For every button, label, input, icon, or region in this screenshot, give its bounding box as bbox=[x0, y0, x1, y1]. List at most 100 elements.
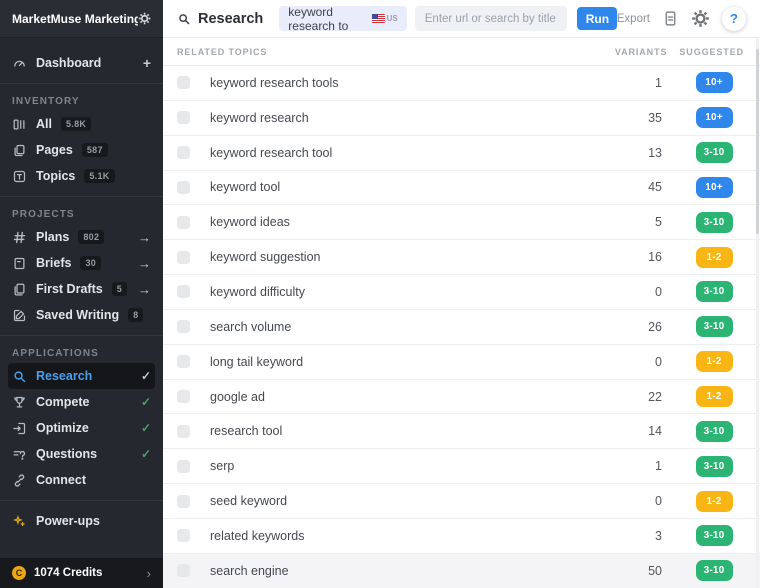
workspace-settings-icon[interactable] bbox=[138, 11, 151, 26]
suggested-badge[interactable]: 10+ bbox=[695, 107, 733, 129]
row-checkbox[interactable] bbox=[177, 250, 190, 264]
suggested-badge[interactable]: 1-2 bbox=[695, 246, 733, 268]
topic-query-chip[interactable]: keyword research to US bbox=[279, 5, 407, 33]
row-checkbox[interactable] bbox=[177, 285, 190, 299]
suggested-badge[interactable]: 1-2 bbox=[695, 386, 733, 408]
sidebar-item-label: Briefs bbox=[36, 256, 72, 270]
sidebar-item-research[interactable]: Research ✓ bbox=[8, 363, 155, 389]
arrow-right-icon[interactable]: → bbox=[138, 229, 151, 245]
suggested-badge[interactable]: 3-10 bbox=[695, 211, 733, 233]
suggested-badge[interactable]: 10+ bbox=[695, 72, 733, 94]
sidebar-item-optimize[interactable]: Optimize ✓ bbox=[0, 415, 163, 441]
scrollbar[interactable] bbox=[756, 39, 759, 588]
sidebar-item-all[interactable]: All 5.8K bbox=[0, 111, 163, 137]
sidebar-item-pages[interactable]: Pages 587 bbox=[0, 137, 163, 163]
row-checkbox[interactable] bbox=[177, 180, 190, 194]
suggested-badge[interactable]: 3-10 bbox=[695, 281, 733, 303]
table-row[interactable]: research tool 14 3-10 bbox=[163, 414, 760, 450]
table-row[interactable]: search volume 26 3-10 bbox=[163, 310, 760, 345]
table-row[interactable]: keyword ideas 5 3-10 bbox=[163, 205, 760, 241]
variants-value: 0 bbox=[655, 354, 662, 369]
section-label-projects: PROJECTS bbox=[12, 209, 75, 220]
sidebar-item-briefs[interactable]: Briefs 30 → bbox=[0, 250, 163, 276]
table-row[interactable]: search engine 50 3-10 bbox=[163, 553, 760, 588]
arrow-right-icon[interactable]: → bbox=[138, 255, 151, 271]
suggested-badge[interactable]: 3-10 bbox=[695, 525, 733, 547]
credits-bar[interactable]: C 1074 Credits › bbox=[0, 558, 163, 588]
topic-label: keyword tool bbox=[210, 180, 281, 195]
suggested-badge[interactable]: 3-10 bbox=[695, 455, 733, 477]
sidebar-item-connect[interactable]: Connect bbox=[0, 467, 163, 493]
sidebar-item-label: Compete bbox=[36, 395, 90, 409]
sidebar-item-topics[interactable]: Topics 5.1K bbox=[0, 163, 163, 189]
suggested-badge[interactable]: 3-10 bbox=[695, 142, 733, 164]
row-checkbox[interactable] bbox=[177, 564, 190, 578]
row-checkbox[interactable] bbox=[177, 320, 190, 334]
report-icon[interactable] bbox=[662, 10, 679, 27]
topic-label: search engine bbox=[210, 563, 289, 578]
row-checkbox[interactable] bbox=[177, 390, 190, 404]
column-header-suggested[interactable]: Suggested bbox=[679, 46, 744, 57]
sidebar-item-saved-writing[interactable]: Saved Writing 8 bbox=[0, 302, 163, 328]
suggested-badge[interactable]: 1-2 bbox=[695, 490, 733, 512]
suggested-badge[interactable]: 3-10 bbox=[695, 560, 733, 582]
sidebar-item-label: Pages bbox=[36, 143, 73, 157]
arrow-right-icon[interactable]: → bbox=[138, 281, 151, 297]
gauge-icon bbox=[12, 56, 27, 71]
suggested-badge[interactable]: 1-2 bbox=[695, 351, 733, 373]
settings-gear-icon[interactable] bbox=[691, 9, 710, 28]
add-dashboard-icon[interactable]: + bbox=[142, 55, 151, 71]
sidebar-item-compete[interactable]: Compete ✓ bbox=[0, 389, 163, 415]
suggested-badge[interactable]: 3-10 bbox=[695, 316, 733, 338]
row-checkbox[interactable] bbox=[177, 529, 190, 543]
url-search-input[interactable] bbox=[414, 6, 567, 31]
export-button[interactable]: Export bbox=[616, 12, 650, 25]
table-row[interactable]: related keywords 3 3-10 bbox=[163, 519, 760, 554]
suggested-cell: 3-10 bbox=[686, 211, 742, 233]
table-row[interactable]: keyword research tools 1 10+ bbox=[163, 66, 760, 101]
count-badge: 30 bbox=[80, 256, 102, 270]
table-row[interactable]: long tail keyword 0 1-2 bbox=[163, 345, 760, 380]
row-checkbox[interactable] bbox=[177, 215, 190, 229]
check-icon: ✓ bbox=[140, 421, 151, 435]
column-header-related-topics[interactable]: Related Topics bbox=[177, 46, 268, 57]
run-button[interactable]: Run bbox=[576, 7, 617, 30]
table-row[interactable]: keyword research 35 10+ bbox=[163, 101, 760, 136]
sidebar-item-plans[interactable]: Plans 802 → bbox=[0, 224, 163, 250]
table-row[interactable]: keyword research tool 13 3-10 bbox=[163, 136, 760, 171]
row-checkbox[interactable] bbox=[177, 111, 190, 125]
table-row[interactable]: serp 1 3-10 bbox=[163, 449, 760, 485]
table-row[interactable]: keyword suggestion 16 1-2 bbox=[163, 240, 760, 276]
row-checkbox[interactable] bbox=[177, 424, 190, 438]
columns-chart-icon bbox=[12, 117, 27, 132]
row-checkbox[interactable] bbox=[177, 494, 190, 508]
sidebar-item-label: Research bbox=[36, 369, 93, 383]
locale-label: US bbox=[386, 14, 398, 23]
table-row[interactable]: seed keyword 0 1-2 bbox=[163, 484, 760, 519]
sparkle-icon bbox=[12, 514, 27, 529]
count-badge: 587 bbox=[81, 143, 108, 157]
table-row[interactable]: google ad 22 1-2 bbox=[163, 380, 760, 415]
topic-label: google ad bbox=[210, 389, 265, 404]
suggested-badge[interactable]: 10+ bbox=[695, 176, 733, 198]
suggested-badge[interactable]: 3-10 bbox=[695, 420, 733, 442]
row-checkbox[interactable] bbox=[177, 146, 190, 160]
count-badge: 5 bbox=[111, 282, 127, 296]
row-checkbox[interactable] bbox=[177, 355, 190, 369]
locale-selector[interactable]: US bbox=[371, 14, 398, 23]
sidebar-item-questions[interactable]: Questions ✓ bbox=[0, 441, 163, 467]
chevron-right-icon[interactable]: › bbox=[146, 565, 151, 581]
help-button[interactable]: ? bbox=[722, 6, 746, 31]
row-checkbox[interactable] bbox=[177, 459, 190, 473]
table-row[interactable]: keyword difficulty 0 3-10 bbox=[163, 275, 760, 310]
table-row[interactable]: keyword tool 45 10+ bbox=[163, 171, 760, 206]
sidebar-item-first-drafts[interactable]: First Drafts 5 → bbox=[0, 276, 163, 302]
column-header-variants[interactable]: Variants bbox=[614, 46, 668, 57]
workspace-title: MarketMuse Marketing ... bbox=[12, 11, 138, 26]
sidebar-item-power-ups[interactable]: Power-ups bbox=[0, 508, 163, 534]
suggested-cell: 1-2 bbox=[686, 386, 742, 408]
row-checkbox[interactable] bbox=[177, 76, 190, 90]
sidebar-item-dashboard[interactable]: Dashboard + bbox=[0, 50, 163, 76]
scrollbar-thumb[interactable] bbox=[756, 49, 759, 234]
